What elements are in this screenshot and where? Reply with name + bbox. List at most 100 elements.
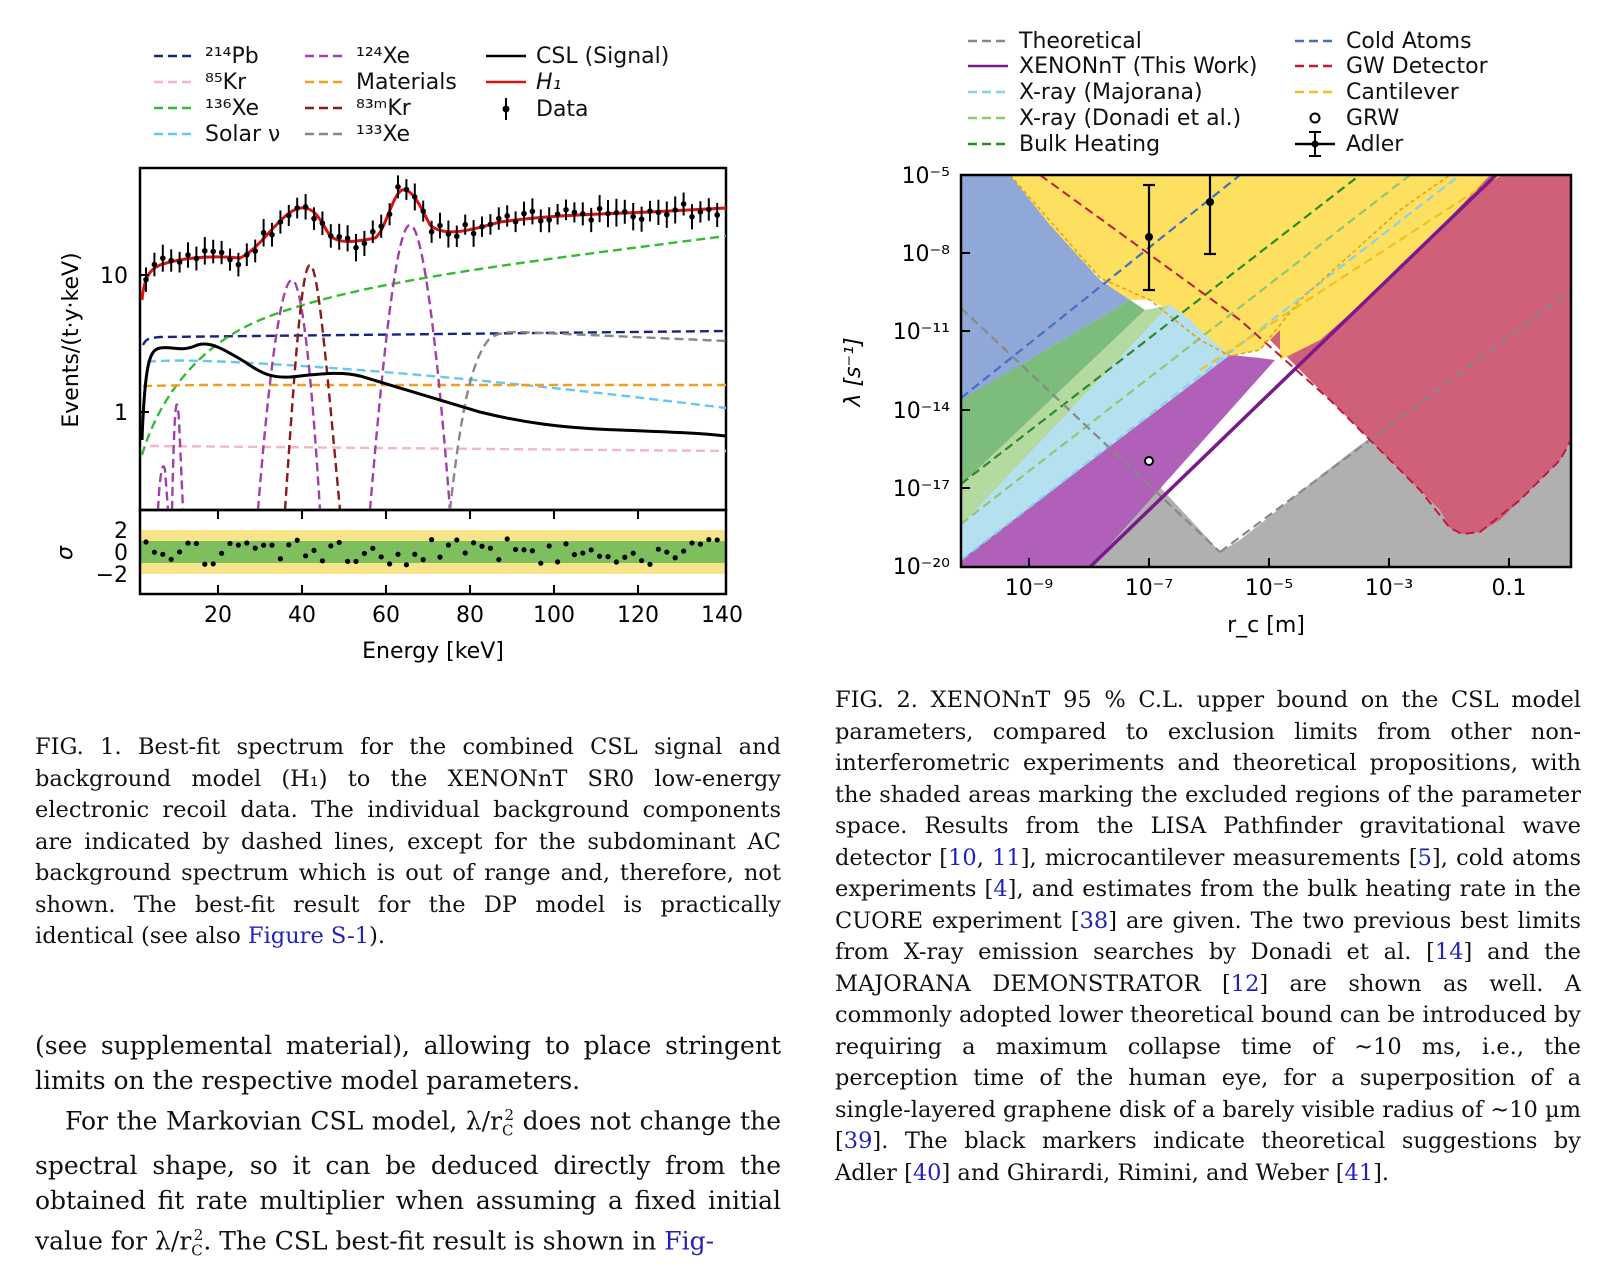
residual-point [487,545,493,551]
line-cantilever-bound [1009,175,1451,357]
legend-materials-label: Materials [356,70,457,95]
residual-point [202,561,208,567]
data-point [176,259,183,265]
residual-point [546,543,552,549]
ref-41[interactable]: 41 [1344,1159,1374,1186]
data-point [260,229,267,236]
legend-data-swatch [502,98,510,120]
legend-xray-donadi-label: X-ray (Donadi et al.) [1019,106,1241,131]
residual-point [303,553,309,559]
data-point [504,213,511,219]
ref-39[interactable]: 39 [843,1128,873,1154]
residual-point [387,561,393,567]
figure-s1-link[interactable]: Figure S-1 [247,923,370,949]
legend-pb214-label: ²¹⁴Pb [205,44,259,69]
data-point [706,206,712,213]
residual-point [353,558,359,564]
data-point [672,207,678,213]
data-point [168,257,174,264]
ytick-1e-17: 10⁻¹⁷ [893,477,950,502]
ref-5[interactable]: 5 [1417,844,1432,871]
residual-point [689,540,695,546]
ref-10[interactable]: 10 [948,844,977,871]
residual-point [597,553,603,559]
data-point [244,251,250,258]
residual-point [235,542,241,548]
data-point [353,244,359,251]
data-point [428,229,435,235]
residual-point [462,550,468,556]
data-point [462,221,469,228]
resid-tick-0: 0 [114,541,128,566]
curve-kr85 [149,444,726,453]
legend-xenonnt-label: XENONnT (This Work) [1019,54,1257,79]
legend-cantilever-label: Cantilever [1346,80,1460,105]
xtick-1e-5: 10⁻⁵ [1245,576,1293,601]
figure-2-grw-marker [1144,456,1154,466]
xtick-140: 140 [701,603,743,628]
ref-38[interactable]: 38 [1079,907,1109,934]
residual-point [336,539,342,546]
legend-adler-swatch [1295,131,1335,157]
line-xenonnt [1088,175,1498,567]
ref-11[interactable]: 11 [992,844,1021,871]
residual-point [529,548,536,554]
data-point [218,249,225,256]
ref-40[interactable]: 40 [912,1159,942,1186]
residual-point [227,540,233,547]
xtick-1e-7: 10⁻⁷ [1125,576,1173,601]
residual-point [185,540,191,546]
data-point [470,230,477,237]
ref-14[interactable]: 14 [1434,939,1464,965]
curve-kr83m [283,263,342,510]
line-cold-atoms [961,175,1241,399]
data-point [336,233,343,240]
legend-xe136-label: ¹³⁶Xe [205,96,259,121]
data-point [378,223,385,230]
figure-1-ylabel: Events/(t·y·keV) [59,252,84,427]
curve-xe124-peak2 [170,403,185,510]
figure-2-caption: FIG. 2. XENONnT 95 % C.L. upper bound on… [835,687,1582,1186]
residual-point [403,562,409,568]
data-point [613,209,620,216]
residual-point [580,550,586,556]
ref-4[interactable]: 4 [993,876,1008,902]
residual-point [319,558,325,564]
xtick-1e-9: 10⁻⁹ [1005,576,1053,601]
figure-link[interactable]: Fig- [664,1226,715,1256]
legend-adler-label: Adler [1346,132,1404,157]
resid-tick-2: 2 [114,519,128,544]
data-point [386,211,393,218]
data-point [512,218,519,225]
residual-point [622,554,628,560]
region-bulk-heating [961,300,1145,485]
figure-2-y-axis: 10⁻⁵ 10⁻⁸ 10⁻¹¹ 10⁻¹⁴ 10⁻¹⁷ 10⁻²⁰ λ [s⁻¹… [841,164,970,580]
caption-1-text: Best-fit spectrum for the combined CSL s… [35,734,781,949]
residual-point [168,556,174,562]
figure-1-resid-label: σ [53,545,78,560]
data-point [302,204,309,210]
caption-1-label: FIG. 1. [35,734,122,760]
residual-point [286,542,292,548]
data-point [361,240,368,247]
data-point [655,209,662,216]
residual-point [605,554,611,560]
residual-point [210,561,216,567]
ref-12[interactable]: 12 [1230,970,1260,997]
data-point [689,213,695,220]
figure-1-caption: FIG. 1. Best-fit spectrum for the combin… [35,734,781,949]
residual-point [471,540,477,546]
data-point [227,256,233,263]
residual-point [697,541,704,547]
data-point [328,233,334,239]
ytick-1e-5: 10⁻⁵ [902,164,950,189]
residual-point [294,537,300,543]
legend-grw-swatch [1309,112,1321,124]
legend-theoretical-label: Theoretical [1018,29,1142,54]
legend-csl-label: CSL (Signal) [536,44,669,69]
data-point [370,228,376,235]
legend-gw-detector-label: GW Detector [1346,54,1489,79]
xtick-100: 100 [533,603,575,628]
residual-point [378,554,384,560]
legend-xray-majorana-label: X-ray (Majorana) [1019,80,1203,105]
